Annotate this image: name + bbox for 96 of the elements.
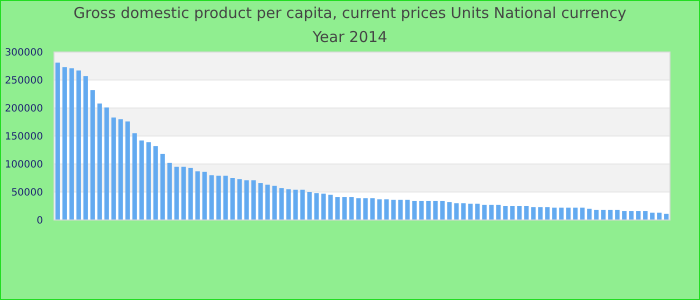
bar xyxy=(440,200,445,220)
bar xyxy=(370,198,375,220)
bar xyxy=(328,194,333,220)
bar xyxy=(307,192,312,220)
chart-subtitle: Year 2014 xyxy=(312,28,388,46)
bar xyxy=(272,186,277,220)
bar xyxy=(90,90,95,220)
bar xyxy=(580,208,585,220)
y-tick-label: 200000 xyxy=(4,104,43,114)
y-tick-label: 100000 xyxy=(4,160,43,170)
bar xyxy=(524,206,529,220)
bar xyxy=(132,133,137,220)
bar xyxy=(335,197,340,220)
bar xyxy=(412,200,417,220)
bar xyxy=(615,210,620,220)
bar xyxy=(181,166,186,220)
bar xyxy=(55,62,60,220)
bar xyxy=(314,193,319,220)
bar xyxy=(391,200,396,220)
bar xyxy=(111,118,116,220)
bar xyxy=(160,154,165,220)
bar xyxy=(216,176,221,220)
bar xyxy=(209,175,214,220)
bar xyxy=(517,206,522,220)
bar xyxy=(657,212,662,220)
bar xyxy=(489,204,494,220)
bar xyxy=(622,211,627,220)
bar xyxy=(321,194,326,220)
bar xyxy=(566,208,571,220)
bar xyxy=(97,104,102,220)
bar xyxy=(244,180,249,220)
bar xyxy=(650,212,655,220)
bar xyxy=(293,190,298,220)
bar xyxy=(573,208,578,220)
bar xyxy=(601,210,606,220)
bar xyxy=(118,119,123,220)
bar xyxy=(552,208,557,220)
bar xyxy=(174,166,179,220)
bar xyxy=(356,198,361,220)
bar xyxy=(69,68,74,220)
bar xyxy=(461,203,466,220)
bar xyxy=(139,140,144,220)
bar xyxy=(643,211,648,220)
bar xyxy=(202,172,207,220)
y-tick-label: 150000 xyxy=(4,132,43,142)
bar xyxy=(454,203,459,220)
bar xyxy=(482,204,487,220)
bar xyxy=(545,207,550,220)
y-tick-label: 0 xyxy=(36,216,43,226)
bar xyxy=(83,76,88,220)
bar xyxy=(587,208,592,220)
bar xyxy=(104,107,109,220)
bar xyxy=(384,199,389,220)
bar xyxy=(531,207,536,220)
bar xyxy=(230,178,235,220)
chart-title: Gross domestic product per capita, current prices Units National currency xyxy=(74,4,627,22)
y-tick-label: 50000 xyxy=(11,188,43,198)
bar xyxy=(594,210,599,220)
bar xyxy=(363,198,368,220)
bar xyxy=(223,176,228,220)
bar xyxy=(167,162,172,220)
bar xyxy=(349,197,354,220)
bar xyxy=(510,206,515,220)
bar xyxy=(125,121,130,220)
bar xyxy=(286,189,291,220)
bar xyxy=(76,70,81,220)
bar xyxy=(251,180,256,220)
bar xyxy=(237,179,242,220)
bar xyxy=(258,183,263,220)
bar xyxy=(398,200,403,220)
bar xyxy=(468,204,473,220)
bar xyxy=(377,199,382,220)
bar xyxy=(447,202,452,220)
bar xyxy=(629,211,634,220)
bar xyxy=(503,206,508,220)
bar xyxy=(608,210,613,220)
bar xyxy=(433,200,438,220)
bar xyxy=(146,142,151,220)
bar xyxy=(426,200,431,220)
bar xyxy=(265,184,270,220)
bar xyxy=(538,207,543,220)
bar xyxy=(62,67,67,220)
bar xyxy=(300,190,305,220)
bar xyxy=(405,200,410,220)
bar xyxy=(496,204,501,220)
y-tick-label: 250000 xyxy=(4,76,43,86)
y-tick-label: 300000 xyxy=(4,48,43,58)
bar xyxy=(279,188,284,220)
bar xyxy=(188,168,193,220)
bar xyxy=(342,197,347,220)
bar xyxy=(636,211,641,220)
bar xyxy=(559,208,564,220)
bar xyxy=(419,200,424,220)
bar xyxy=(195,171,200,220)
bar xyxy=(153,146,158,220)
bar xyxy=(475,204,480,220)
